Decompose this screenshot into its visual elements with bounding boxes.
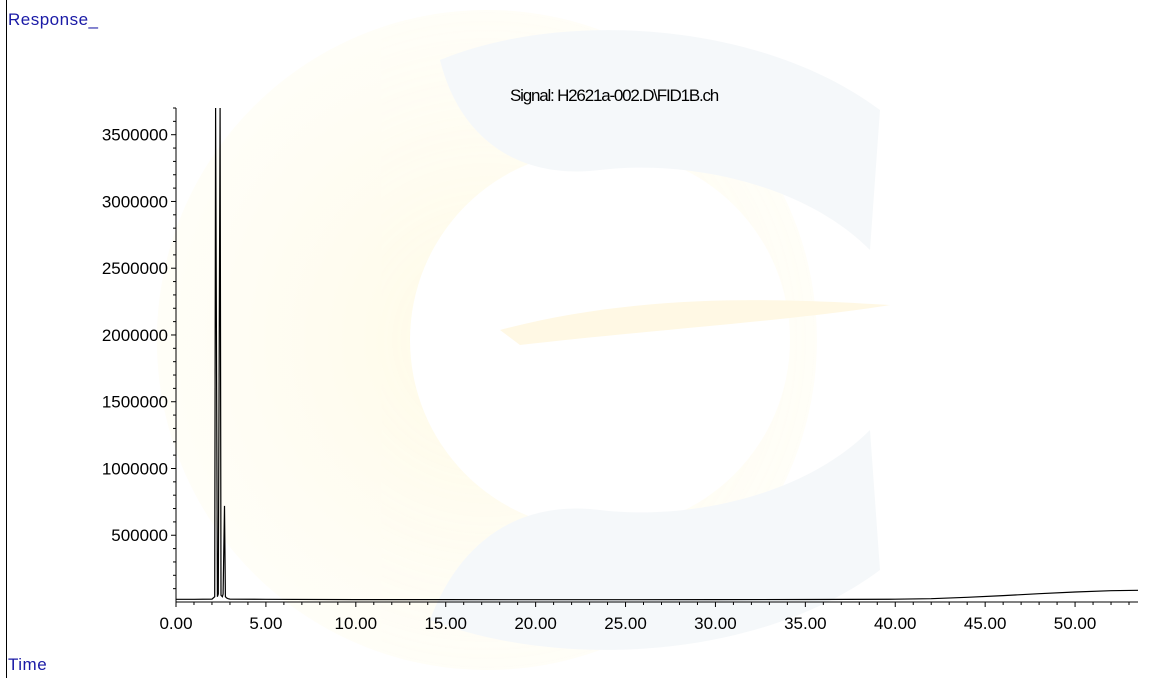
x-tick-label: 40.00: [874, 614, 917, 633]
x-tick-label: 45.00: [964, 614, 1007, 633]
x-axis-label: Time: [8, 655, 48, 674]
y-tick-label: 1000000: [102, 459, 168, 478]
frame-left-border: [6, 0, 7, 678]
series-layer: [176, 107, 1139, 601]
x-tick-label: 10.00: [335, 614, 378, 633]
signal-trace: [176, 107, 1139, 601]
y-tick-label: 2500000: [102, 259, 168, 278]
axes: 500000 1000000 1500000 2000000 2500000 300000…: [102, 107, 1138, 633]
y-axis-label: Response_: [8, 10, 99, 29]
x-tick-label: 15.00: [424, 614, 467, 633]
x-tick-label: 25.00: [604, 614, 647, 633]
y-tick-label: 500000: [111, 526, 168, 545]
y-tick-label: 1500000: [102, 393, 168, 412]
y-tick-label: 3500000: [102, 126, 168, 145]
chart-title: Signal: H2621a-002.D\FID1B.ch: [510, 86, 719, 105]
y-tick-label: 2000000: [102, 326, 168, 345]
watermark-logo: [156, 9, 890, 671]
x-tick-label: 35.00: [784, 614, 827, 633]
x-tick-label: 30.00: [694, 614, 737, 633]
y-tick-label: 3000000: [102, 192, 168, 211]
x-tick-label: 50.00: [1054, 614, 1097, 633]
x-tick-label: 0.00: [159, 614, 192, 633]
x-tick-label: 20.00: [514, 614, 557, 633]
x-tick-label: 5.00: [249, 614, 282, 633]
